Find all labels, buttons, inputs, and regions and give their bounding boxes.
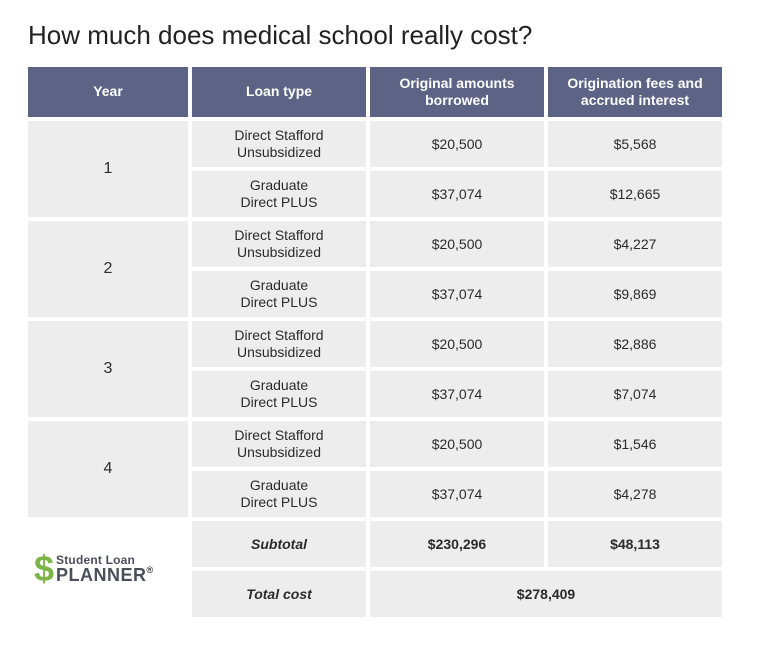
col-header-year: Year bbox=[28, 67, 188, 117]
year-cell: 4 bbox=[28, 421, 188, 517]
amount-cell: $37,074 bbox=[370, 471, 544, 517]
amount-cell: $20,500 bbox=[370, 221, 544, 267]
subtotal-fees: $48,113 bbox=[548, 521, 722, 567]
loan-type-cell: Graduate Direct PLUS bbox=[192, 471, 366, 517]
registered-mark: ® bbox=[147, 565, 154, 575]
year-cell: 3 bbox=[28, 321, 188, 417]
fees-cell: $2,886 bbox=[548, 321, 722, 367]
col-header-original: Original amounts borrowed bbox=[370, 67, 544, 117]
total-value: $278,409 bbox=[370, 571, 722, 617]
amount-cell: $37,074 bbox=[370, 171, 544, 217]
amount-cell: $20,500 bbox=[370, 321, 544, 367]
loan-type-cell: Direct Stafford Unsubsidized bbox=[192, 321, 366, 367]
loan-type-cell: Direct Stafford Unsubsidized bbox=[192, 121, 366, 167]
fees-cell: $9,869 bbox=[548, 271, 722, 317]
fees-cell: $5,568 bbox=[548, 121, 722, 167]
subtotal-label: Subtotal bbox=[192, 521, 366, 567]
fees-cell: $4,227 bbox=[548, 221, 722, 267]
year-cell: 1 bbox=[28, 121, 188, 217]
brand-logo: $ Student Loan PLANNER® bbox=[28, 521, 188, 617]
fees-cell: $7,074 bbox=[548, 371, 722, 417]
amount-cell: $20,500 bbox=[370, 121, 544, 167]
col-header-loan-type: Loan type bbox=[192, 67, 366, 117]
col-header-fees: Origination fees and accrued interest bbox=[548, 67, 722, 117]
loan-type-cell: Direct Stafford Unsubsidized bbox=[192, 221, 366, 267]
total-label: Total cost bbox=[192, 571, 366, 617]
amount-cell: $37,074 bbox=[370, 271, 544, 317]
logo-line2: PLANNER bbox=[56, 565, 147, 585]
dollar-icon: $ bbox=[34, 551, 54, 587]
loan-type-cell: Graduate Direct PLUS bbox=[192, 371, 366, 417]
year-cell: 2 bbox=[28, 221, 188, 317]
fees-cell: $12,665 bbox=[548, 171, 722, 217]
fees-cell: $4,278 bbox=[548, 471, 722, 517]
amount-cell: $20,500 bbox=[370, 421, 544, 467]
page-title: How much does medical school really cost… bbox=[28, 20, 740, 51]
subtotal-original: $230,296 bbox=[370, 521, 544, 567]
amount-cell: $37,074 bbox=[370, 371, 544, 417]
loan-type-cell: Direct Stafford Unsubsidized bbox=[192, 421, 366, 467]
loan-type-cell: Graduate Direct PLUS bbox=[192, 171, 366, 217]
loan-type-cell: Graduate Direct PLUS bbox=[192, 271, 366, 317]
fees-cell: $1,546 bbox=[548, 421, 722, 467]
cost-table: Year Loan type Original amounts borrowed… bbox=[28, 67, 740, 617]
